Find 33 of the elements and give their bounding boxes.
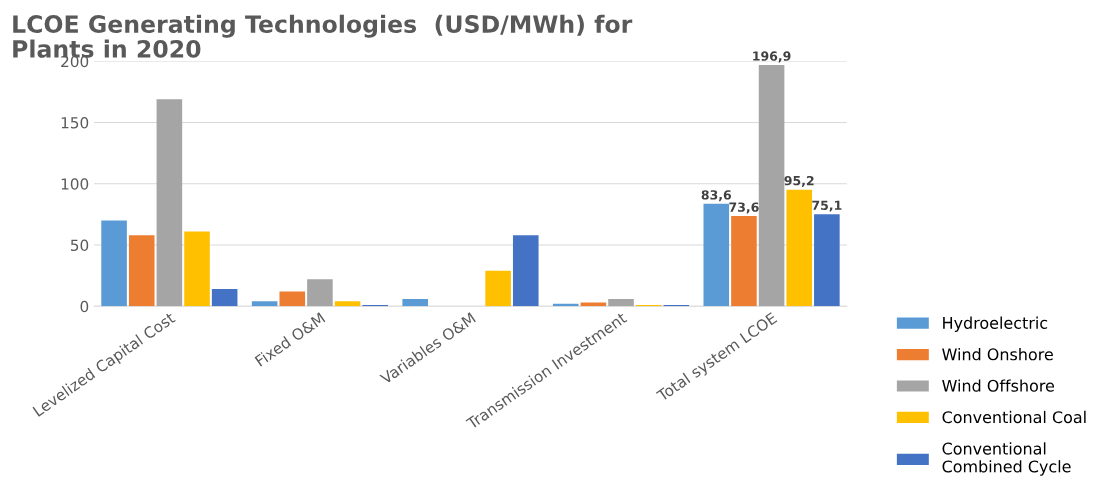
- bar: [608, 298, 634, 307]
- legend-label: Wind Onshore: [942, 347, 1053, 361]
- bar: [485, 270, 511, 307]
- y-tick-label: 50: [70, 239, 89, 252]
- bar: [211, 289, 238, 307]
- bar: [402, 298, 428, 307]
- data-label: 73,6: [729, 202, 759, 214]
- bar: [128, 235, 155, 307]
- bar: [758, 65, 785, 307]
- data-label: 196,9: [753, 51, 791, 63]
- data-label: 75,1: [812, 200, 842, 212]
- bar: [786, 189, 813, 307]
- bar: [156, 99, 183, 307]
- bar: [334, 301, 361, 307]
- bar: [251, 301, 278, 307]
- data-label: 95,2: [784, 175, 814, 187]
- legend-label: Wind Offshore: [942, 379, 1055, 392]
- y-tick-label: 0: [80, 300, 89, 313]
- bar: [731, 216, 757, 307]
- y-tick-label: 100: [61, 178, 89, 190]
- bar: [279, 291, 306, 307]
- bar: [512, 235, 539, 307]
- legend-label: Conventional Coal: [942, 410, 1086, 424]
- data-label: 83,6: [701, 190, 732, 202]
- bar: [703, 203, 730, 307]
- legend-label: Hydroelectric: [943, 316, 1048, 333]
- bar: [307, 279, 333, 307]
- y-tick-label: 150: [61, 116, 89, 129]
- bar: [101, 220, 127, 307]
- chart-title: LCOE Generating Technologies (USD/MWh) for Plants in 2020: [13, 14, 633, 58]
- legend-label: Conventional Combined Cycle: [942, 442, 1071, 476]
- bar: [184, 231, 210, 307]
- bar: [814, 214, 840, 307]
